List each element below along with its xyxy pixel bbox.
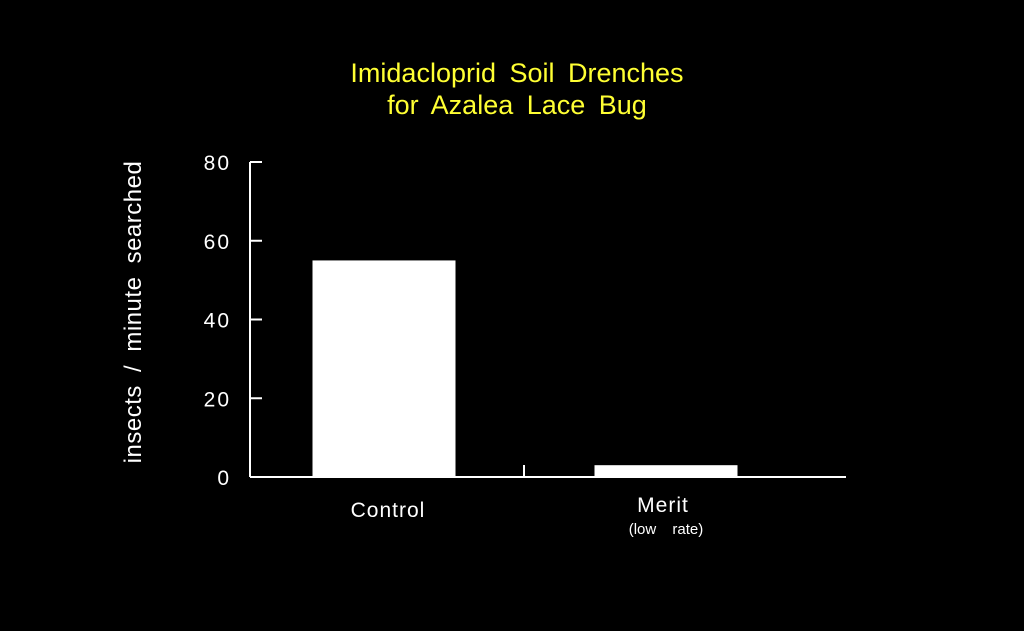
y-tick-label: 40 bbox=[204, 310, 231, 333]
y-axis-label: insects / minute searched bbox=[120, 161, 147, 464]
y-tick-label: 60 bbox=[204, 231, 231, 254]
chart-title-line-1: Imidacloprid Soil Drenches bbox=[350, 58, 684, 88]
x-category-label: Control bbox=[351, 499, 426, 522]
y-tick-label: 0 bbox=[217, 467, 231, 490]
x-category-sublabel: (low rate) bbox=[629, 521, 704, 538]
y-tick-label: 80 bbox=[204, 152, 231, 175]
bar-merit bbox=[594, 465, 738, 477]
chart-title-line-2: for Azalea Lace Bug bbox=[387, 90, 647, 120]
y-tick-label: 20 bbox=[204, 388, 231, 411]
bar-control bbox=[312, 260, 456, 477]
x-category-label: Merit bbox=[637, 494, 689, 517]
